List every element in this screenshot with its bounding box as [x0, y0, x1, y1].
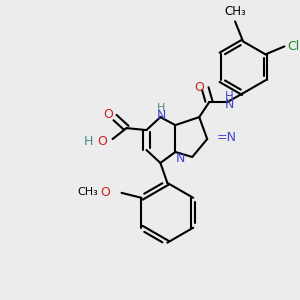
- Text: CH₃: CH₃: [224, 5, 246, 18]
- Text: N: N: [157, 109, 166, 122]
- Text: O: O: [103, 108, 113, 121]
- Text: O: O: [194, 81, 204, 94]
- Text: H: H: [157, 103, 166, 113]
- Text: N: N: [176, 152, 185, 166]
- Text: H: H: [225, 90, 233, 103]
- Text: CH₃: CH₃: [77, 187, 98, 197]
- Text: N: N: [224, 98, 234, 111]
- Text: O: O: [98, 134, 107, 148]
- Text: =N: =N: [216, 130, 236, 143]
- Text: O: O: [101, 186, 110, 199]
- Text: H: H: [84, 134, 93, 148]
- Text: Cl: Cl: [287, 40, 299, 53]
